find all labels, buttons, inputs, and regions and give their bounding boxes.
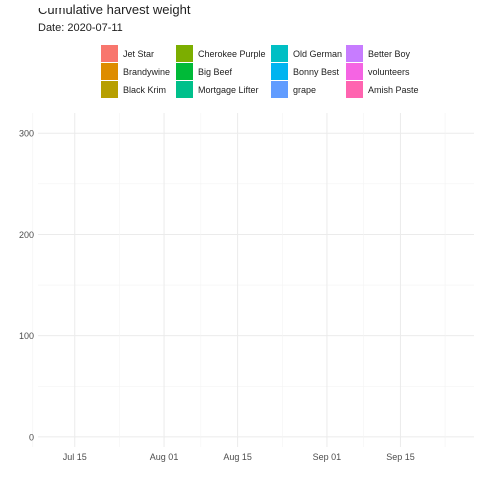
legend-swatch xyxy=(176,81,193,98)
legend-swatch xyxy=(346,45,363,62)
legend-swatch xyxy=(271,81,288,98)
y-tick-label: 0 xyxy=(29,432,34,442)
legend-item: Big Beef xyxy=(176,63,232,80)
legend-label: Old German xyxy=(293,48,343,59)
legend-label: Brandywine xyxy=(123,66,171,77)
x-tick-label: Sep 15 xyxy=(386,452,415,462)
legend-item: grape xyxy=(271,81,316,98)
legend-item: Old German xyxy=(271,45,342,62)
legend-swatch xyxy=(101,45,118,62)
legend-swatch xyxy=(176,63,193,80)
legend-item: Bonny Best xyxy=(271,63,339,80)
legend-swatch xyxy=(176,45,193,62)
legend-swatch xyxy=(101,81,118,98)
legend-swatch xyxy=(271,63,288,80)
legend-label: Big Beef xyxy=(198,66,233,77)
legend-label: Jet Star xyxy=(123,48,155,59)
legend-label: Bonny Best xyxy=(293,66,340,77)
legend-label: volunteers xyxy=(368,66,410,77)
legend-item: volunteers xyxy=(346,63,410,80)
legend-label: Amish Paste xyxy=(368,84,419,95)
y-tick-label: 100 xyxy=(19,331,34,341)
x-tick-label: Aug 15 xyxy=(223,452,252,462)
legend-item: Brandywine xyxy=(101,63,170,80)
legend-swatch xyxy=(346,81,363,98)
chart-title: Cumulative harvest weight xyxy=(38,2,191,17)
x-tick-label: Jul 15 xyxy=(63,452,87,462)
legend-item: Amish Paste xyxy=(346,81,419,98)
legend: Jet Star Brandywine Black Krim Cherokee Pur… xyxy=(101,45,441,99)
legend-item: Mortgage Lifter xyxy=(176,81,259,98)
legend-item: Jet Star xyxy=(101,45,154,62)
x-tick-label: Sep 01 xyxy=(313,452,342,462)
legend-item: Black Krim xyxy=(101,81,166,98)
y-tick-label: 300 xyxy=(19,129,34,139)
legend-item: Better Boy xyxy=(346,45,410,62)
legend-label: Mortgage Lifter xyxy=(198,84,259,95)
legend-label: grape xyxy=(293,84,317,95)
legend-swatch xyxy=(101,63,118,80)
legend-swatch xyxy=(271,45,288,62)
title-mask xyxy=(30,0,70,8)
legend-label: Black Krim xyxy=(123,84,167,95)
legend-swatch xyxy=(346,63,363,80)
chart-subtitle: Date: 2020-07-11 xyxy=(38,22,123,34)
legend-label: Cherokee Purple xyxy=(198,48,266,59)
legend-label: Better Boy xyxy=(368,48,411,59)
y-tick-label: 200 xyxy=(19,230,34,240)
x-tick-label: Aug 01 xyxy=(150,452,179,462)
legend-item: Cherokee Purple xyxy=(176,45,266,62)
